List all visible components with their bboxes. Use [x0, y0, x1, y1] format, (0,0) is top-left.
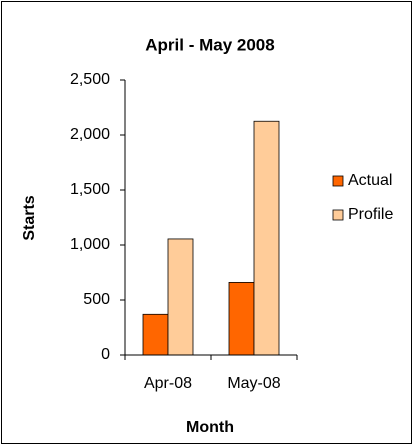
x-tick-label: Apr-08 — [144, 375, 192, 392]
bar — [228, 281, 255, 356]
bar — [142, 313, 169, 356]
y-tick-label: 2,000 — [70, 126, 110, 143]
y-tick-label: 2,500 — [70, 71, 110, 88]
bar — [167, 238, 194, 356]
legend-swatch — [332, 209, 344, 221]
legend-swatch — [332, 175, 344, 187]
bar — [253, 120, 280, 356]
y-tick-label: 500 — [83, 291, 110, 308]
x-tick-label: May-08 — [227, 375, 280, 392]
y-tick-label: 1,500 — [70, 181, 110, 198]
legend-label: Profile — [348, 206, 393, 223]
y-tick-label: 0 — [101, 346, 110, 363]
y-tick-label: 1,000 — [70, 236, 110, 253]
chart-title: April - May 2008 — [145, 35, 274, 54]
y-axis-label: Starts — [21, 195, 38, 240]
x-axis-label: Month — [186, 419, 234, 436]
legend-label: Actual — [348, 172, 392, 189]
